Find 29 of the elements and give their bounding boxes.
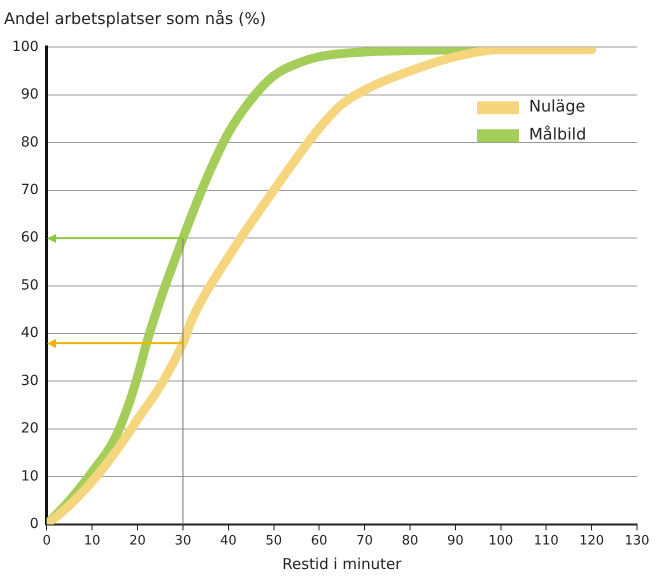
y-tick-label: 0 (30, 516, 39, 532)
y-tick-label: 20 (20, 420, 39, 437)
x-tick-label: 20 (129, 534, 146, 549)
x-tick-label: 30 (174, 534, 192, 549)
x-tick-label: 80 (402, 534, 418, 549)
x-tick-label: 60 (310, 534, 328, 549)
y-tick-label: 80 (20, 134, 39, 150)
legend-label: Målbild (529, 124, 586, 144)
x-tick-label: 40 (220, 534, 237, 549)
x-tick-label: 0 (42, 534, 51, 549)
y-tick-label: 100 (12, 38, 39, 55)
x-tick-label: 100 (488, 534, 514, 549)
y-tick-label: 60 (20, 230, 39, 246)
y-tick-label: 40 (20, 325, 39, 342)
y-tick-label: 10 (20, 468, 39, 484)
legend-label: Nuläge (529, 96, 586, 116)
y-tick-label: 90 (20, 86, 39, 103)
x-axis-title: Restid i minuter (282, 554, 402, 573)
x-tick-label: 90 (447, 534, 464, 549)
x-tick-label: 130 (624, 534, 650, 549)
x-tick-label: 70 (356, 534, 373, 549)
x-tick-label: 50 (265, 534, 282, 549)
y-tick-label: 70 (20, 182, 39, 198)
y-tick-label: 50 (20, 277, 39, 294)
x-tick-label: 110 (534, 534, 559, 549)
y-tick-label: 30 (20, 372, 39, 389)
x-tick-label: 10 (84, 534, 100, 549)
x-tick-label: 120 (579, 534, 604, 549)
y-axis-title: Andel arbetsplatser som nås (%) (4, 8, 266, 28)
